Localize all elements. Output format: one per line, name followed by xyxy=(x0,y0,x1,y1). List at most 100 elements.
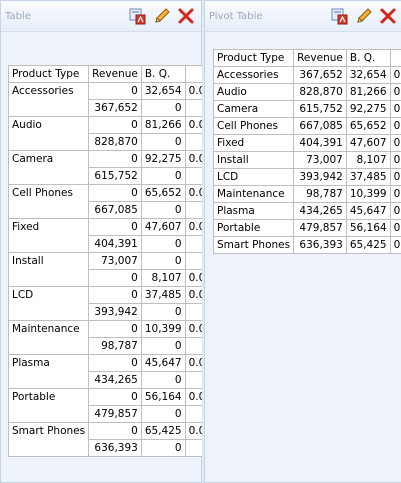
bq-cell: 10,399 xyxy=(140,320,186,338)
extra-cell: 0.00 xyxy=(389,236,401,254)
product-type-cell[interactable]: Accessories xyxy=(7,82,90,117)
revenue-cell: 0 xyxy=(88,116,142,134)
revenue-cell: 0 xyxy=(88,286,142,304)
export-icon[interactable] xyxy=(331,7,349,25)
revenue-cell: 393,942 xyxy=(88,303,142,321)
close-x-icon[interactable] xyxy=(379,7,397,25)
product-type-cell[interactable]: Smart Phones xyxy=(212,236,295,254)
revenue-cell: 828,870 xyxy=(88,133,142,151)
column-header-product-type[interactable]: Product Type xyxy=(7,65,90,83)
product-type-cell[interactable]: Fixed xyxy=(212,134,295,152)
bq-cell: 45,647 xyxy=(345,202,391,220)
revenue-cell: 479,857 xyxy=(88,405,142,423)
column-header-bq[interactable]: B. Q. xyxy=(140,65,186,83)
bq-cell: 0 xyxy=(140,201,186,219)
pivot-table-panel: Pivot Table Product Type Revenue B. Q. xyxy=(204,0,401,483)
product-type-cell[interactable]: Cell Phones xyxy=(212,117,295,135)
bq-cell: 8,107 xyxy=(345,151,391,169)
extra-cell: 0.00 xyxy=(389,134,401,152)
product-type-cell[interactable]: Plasma xyxy=(212,202,295,220)
column-header-bq[interactable]: B. Q. xyxy=(345,49,391,67)
product-type-cell[interactable]: Maintenance xyxy=(212,185,295,203)
table-row: Plasma 0 45,647 0.00 xyxy=(7,354,216,389)
table-row: Smart Phones 0 65,425 0.00 xyxy=(7,422,216,457)
export-icon[interactable] xyxy=(129,7,147,25)
revenue-cell: 404,391 xyxy=(88,235,142,253)
revenue-cell: 73,007 xyxy=(293,151,347,169)
extra-cell: 0.00 xyxy=(389,168,401,186)
product-type-cell[interactable]: Smart Phones xyxy=(7,422,90,457)
revenue-cell: 0 xyxy=(88,388,142,406)
product-type-cell[interactable]: LCD xyxy=(212,168,295,186)
column-header-extra xyxy=(389,49,401,67)
table-row: Camera 0 92,275 0.00 xyxy=(7,150,216,185)
product-type-cell[interactable]: Portable xyxy=(212,219,295,237)
product-type-cell[interactable]: Portable xyxy=(7,388,90,423)
product-type-cell[interactable]: Install xyxy=(212,151,295,169)
bq-cell: 32,654 xyxy=(345,66,391,84)
bq-cell: 47,607 xyxy=(345,134,391,152)
bq-cell: 56,164 xyxy=(140,388,186,406)
bq-cell: 0 xyxy=(140,303,186,321)
revenue-cell: 434,265 xyxy=(88,371,142,389)
revenue-cell: 0 xyxy=(88,218,142,236)
table-row: Audio 0 81,266 0.00 xyxy=(7,116,216,151)
bq-cell: 8,107 xyxy=(140,269,186,287)
product-type-cell[interactable]: Camera xyxy=(7,150,90,185)
extra-cell: 0.00 xyxy=(389,100,401,118)
revenue-cell: 0 xyxy=(88,354,142,372)
bq-cell: 0 xyxy=(140,337,186,355)
product-type-cell[interactable]: Cell Phones xyxy=(7,184,90,219)
table-row: LCD 0 37,485 0.00 xyxy=(7,286,216,321)
revenue-cell: 636,393 xyxy=(88,439,142,457)
bq-cell: 92,275 xyxy=(345,100,391,118)
revenue-cell: 0 xyxy=(88,320,142,338)
revenue-cell: 98,787 xyxy=(293,185,347,203)
bq-cell: 0 xyxy=(140,99,186,117)
product-type-cell[interactable]: Fixed xyxy=(7,218,90,253)
close-x-icon[interactable] xyxy=(177,7,195,25)
bq-cell: 0 xyxy=(140,167,186,185)
bq-cell: 0 xyxy=(140,405,186,423)
product-type-cell[interactable]: Camera xyxy=(212,100,295,118)
revenue-cell: 98,787 xyxy=(88,337,142,355)
view-toolbar xyxy=(129,7,195,25)
table-row: Portable 0 56,164 0.00 xyxy=(7,388,216,423)
column-header-product-type[interactable]: Product Type xyxy=(212,49,295,67)
product-type-cell[interactable]: Audio xyxy=(212,83,295,101)
revenue-cell: 73,007 xyxy=(88,252,142,270)
panel-title: Table xyxy=(5,11,31,22)
table-row: 0 8,107 0.00 xyxy=(9,269,216,287)
revenue-cell: 0 xyxy=(88,269,142,287)
pivot-table: Product Type Revenue B. Q. Accessories 36… xyxy=(212,49,401,254)
bq-cell: 32,654 xyxy=(140,82,186,100)
edit-pencil-icon[interactable] xyxy=(153,7,171,25)
revenue-cell: 615,752 xyxy=(88,167,142,185)
product-type-cell[interactable]: Maintenance xyxy=(7,320,90,355)
column-header-revenue[interactable]: Revenue xyxy=(88,65,142,83)
edit-pencil-icon[interactable] xyxy=(355,7,373,25)
pivot-table-header: Pivot Table xyxy=(205,1,401,32)
bq-cell: 37,485 xyxy=(345,168,391,186)
panel-divider[interactable] xyxy=(202,0,204,483)
revenue-cell: 667,085 xyxy=(88,201,142,219)
extra-cell: 0.00 xyxy=(389,202,401,220)
column-header-revenue[interactable]: Revenue xyxy=(293,49,347,67)
product-type-cell[interactable]: Plasma xyxy=(7,354,90,389)
bq-cell: 81,266 xyxy=(140,116,186,134)
product-type-cell[interactable]: Audio xyxy=(7,116,90,151)
table-view-panel: Table Product Type Revenue B. Q. xyxy=(0,0,216,483)
bq-cell: 0 xyxy=(140,235,186,253)
product-type-cell[interactable]: LCD xyxy=(7,286,90,321)
product-type-cell[interactable]: Install xyxy=(7,252,90,287)
extra-cell: 0.00 xyxy=(389,185,401,203)
revenue-cell: 0 xyxy=(88,184,142,202)
product-type-cell[interactable]: Accessories xyxy=(212,66,295,84)
revenue-cell: 367,652 xyxy=(88,99,142,117)
bq-cell: 0 xyxy=(140,252,186,270)
product-table: Product Type Revenue B. Q. Accessories 0 3… xyxy=(7,65,216,457)
revenue-cell: 828,870 xyxy=(293,83,347,101)
